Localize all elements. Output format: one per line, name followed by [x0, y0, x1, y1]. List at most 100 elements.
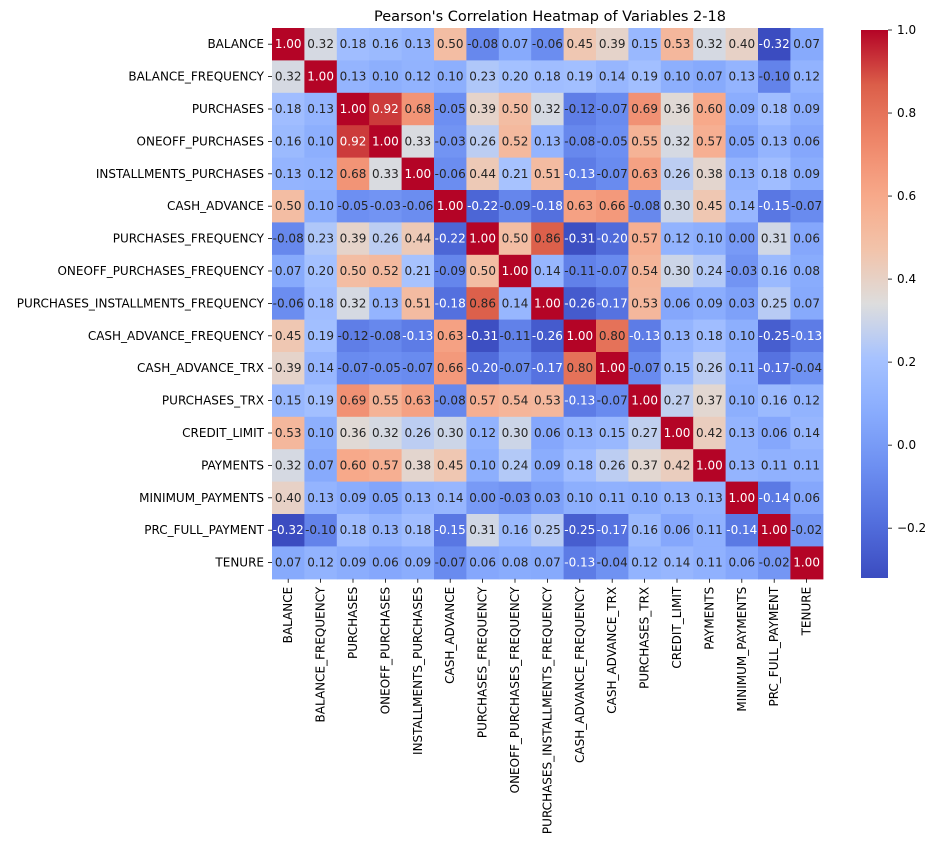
heatmap-cell-value: -0.12 [564, 102, 595, 116]
heatmap-cell-value: 0.13 [404, 491, 431, 505]
heatmap-cell [498, 546, 532, 580]
heatmap-cell [369, 125, 403, 159]
heatmap-cell [563, 514, 597, 547]
heatmap-cell [434, 352, 467, 385]
heatmap-cell-value: 1.00 [566, 329, 593, 343]
heatmap-cell-value: -0.08 [564, 134, 595, 148]
y-tick-label: PRC_FULL_PAYMENT [144, 523, 264, 537]
heatmap-cell [498, 28, 532, 61]
heatmap-cell [596, 481, 629, 515]
heatmap-cell [531, 514, 565, 547]
heatmap-cell-value: 0.27 [631, 426, 658, 440]
heatmap-cell-value: 0.07 [307, 458, 334, 472]
heatmap-cell [790, 254, 824, 288]
heatmap-cell-value: 0.54 [631, 264, 658, 278]
heatmap-cells: 1.00 0.32 0.18 0.16 0.13 0.50 -0.08 0.07 -0.06 0.… [272, 28, 824, 580]
heatmap-cell-value: -0.08 [435, 394, 466, 408]
heatmap-cell-value: 0.14 [437, 491, 464, 505]
heatmap-cell [466, 514, 500, 547]
heatmap-cell-value: -0.08 [370, 329, 401, 343]
heatmap-cell [596, 254, 629, 288]
y-tick-label: PURCHASES_FREQUENCY [113, 232, 265, 246]
heatmap-cell-value: 0.05 [728, 134, 755, 148]
heatmap-cell [563, 449, 597, 483]
heatmap-cell [628, 319, 662, 353]
heatmap-cell [660, 222, 694, 256]
heatmap-cell-value: 0.55 [372, 394, 399, 408]
heatmap-cell-value: 0.20 [307, 264, 334, 278]
heatmap-cell [434, 416, 467, 450]
heatmap-cell [596, 157, 629, 191]
heatmap-cell [272, 254, 305, 288]
heatmap-cell-value: 0.33 [372, 167, 399, 181]
heatmap-cell-value: 0.13 [372, 523, 399, 537]
heatmap-cell [725, 449, 759, 483]
heatmap-cell-value: -0.04 [597, 556, 628, 570]
heatmap-cell [563, 125, 597, 159]
heatmap-cell-value: -0.07 [402, 361, 433, 375]
heatmap-cell-value: 0.13 [534, 134, 561, 148]
heatmap-cell [401, 319, 435, 353]
heatmap-cell [304, 190, 338, 223]
heatmap-cell-value: -0.11 [499, 329, 530, 343]
heatmap-cell-value: 0.14 [793, 426, 820, 440]
heatmap-cell-value: 0.92 [340, 134, 367, 148]
heatmap-cell [272, 546, 305, 580]
heatmap-cell-value: 0.32 [275, 70, 302, 84]
heatmap-cell-value: 0.53 [664, 37, 691, 51]
heatmap-cell-value: -0.17 [759, 361, 790, 375]
heatmap-cell-value: 0.10 [728, 394, 755, 408]
heatmap-cell-value: 0.50 [340, 264, 367, 278]
heatmap-cell-value: -0.07 [435, 556, 466, 570]
heatmap-cell [272, 514, 305, 547]
heatmap-cell-value: 0.37 [631, 458, 658, 472]
heatmap-cell [498, 125, 532, 159]
heatmap-cell-value: 0.20 [502, 70, 529, 84]
heatmap-cell-value: 0.06 [534, 426, 561, 440]
heatmap-cell-value: 0.23 [469, 70, 496, 84]
heatmap-cell-value: -0.18 [532, 199, 563, 213]
heatmap-cell-value: 0.12 [307, 556, 334, 570]
heatmap-cell-value: 0.14 [307, 361, 334, 375]
heatmap-cell-value: 0.07 [696, 70, 723, 84]
heatmap-cell [790, 125, 824, 159]
x-tick-label: TENURE [800, 587, 814, 637]
colorbar-tick-label: 0.6 [897, 189, 916, 203]
heatmap-cell-value: 0.06 [372, 556, 399, 570]
heatmap-cell-value: 1.00 [340, 102, 367, 116]
colorbar-tick-label: 0.8 [897, 106, 916, 120]
x-axis-tick-labels: BALANCE BALANCE_FREQUENCY PURCHASES ONEOFF_… [281, 578, 814, 834]
heatmap-cell-value: 0.05 [372, 491, 399, 505]
heatmap-cell-value: -0.05 [370, 361, 401, 375]
heatmap-cell [369, 319, 403, 353]
heatmap-cell [531, 125, 565, 159]
heatmap-cell-value: 0.42 [696, 426, 723, 440]
heatmap-cell-value: 0.10 [696, 232, 723, 246]
heatmap-cell-value: 0.33 [404, 134, 431, 148]
heatmap-cell [466, 60, 500, 94]
heatmap-cell-value: -0.26 [532, 329, 563, 343]
heatmap-cell [498, 449, 532, 483]
heatmap-cell [531, 254, 565, 288]
y-tick-label: CASH_ADVANCE_TRX [137, 361, 264, 375]
heatmap-cell [660, 92, 694, 126]
heatmap-cell-value: -0.05 [435, 102, 466, 116]
heatmap-cell [693, 92, 727, 126]
heatmap-cell-value: 0.45 [566, 37, 593, 51]
heatmap-cell-value: 0.07 [534, 556, 561, 570]
x-tick-label: PURCHASES_TRX [638, 587, 652, 689]
heatmap-cell [693, 125, 727, 159]
heatmap-cell-value: 1.00 [437, 199, 464, 213]
heatmap-cell [272, 92, 305, 126]
heatmap-cell [272, 287, 305, 321]
heatmap-cell [369, 254, 403, 288]
heatmap-cell-value: 0.54 [502, 394, 529, 408]
heatmap-cell-value: 0.09 [728, 102, 755, 116]
heatmap-cell-value: -0.03 [726, 264, 757, 278]
heatmap-cell [790, 416, 824, 450]
heatmap-cell-value: 0.10 [469, 458, 496, 472]
x-tick-label: CASH_ADVANCE_FREQUENCY [573, 586, 587, 763]
heatmap-cell-value: -0.20 [467, 361, 498, 375]
heatmap-cell [790, 222, 824, 256]
heatmap-cell-value: 0.14 [664, 556, 691, 570]
